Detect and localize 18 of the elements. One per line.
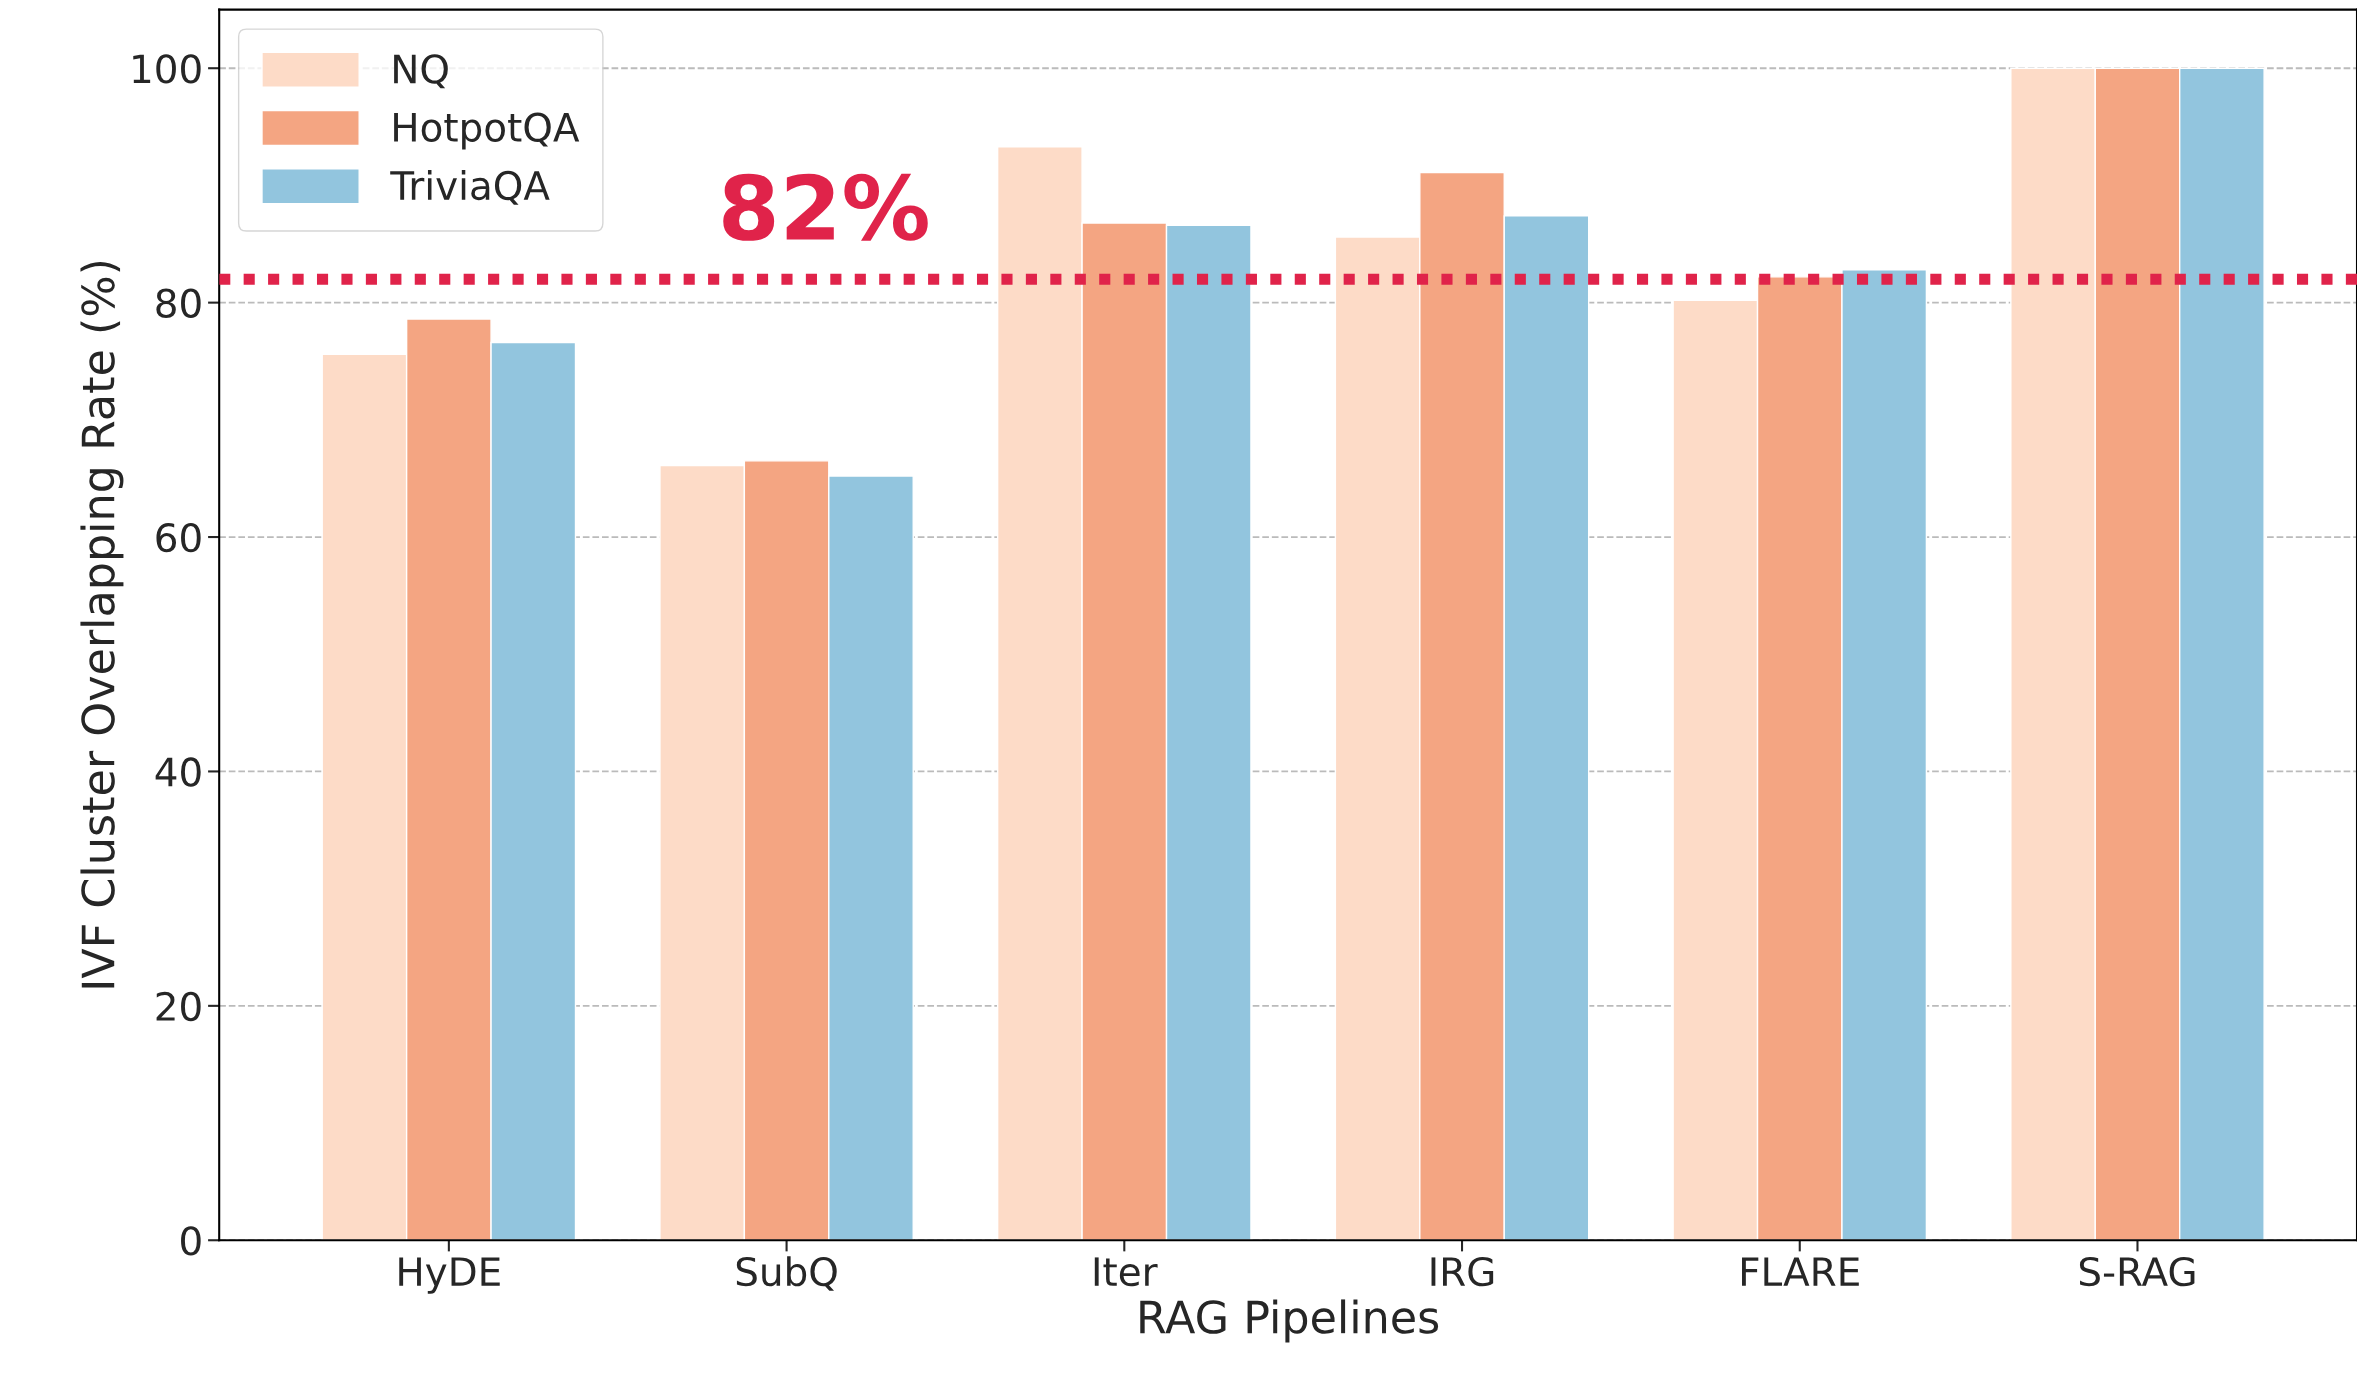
y-tick-label: 100 [133,54,201,84]
ref-line-label: 82% [723,173,928,241]
legend-label: TriviaQA [390,170,550,205]
x-tick-label: SubQ [736,1256,837,1291]
legend-label: HotpotQA [394,112,580,150]
y-axis-title: IVF Cluster Overlapping Rate (%) [80,261,124,988]
x-axis-title: RAG Pipelines [1140,1299,1439,1343]
x-tick-label: FLARE [1742,1257,1859,1286]
y-tick-label: 0 [181,1226,201,1256]
legend-label: NQ [394,54,448,89]
x-tick-label: Iter [1094,1257,1158,1287]
x-tick-label: S-RAG [2079,1256,2195,1287]
x-tick-label: HyDE [399,1257,500,1294]
y-tick-label: 60 [156,522,201,553]
y-tick-label: 20 [156,991,201,1022]
y-tick-label: 40 [155,757,201,787]
x-tick-label: IRG [1431,1256,1494,1287]
y-tick-label: 80 [156,288,201,318]
